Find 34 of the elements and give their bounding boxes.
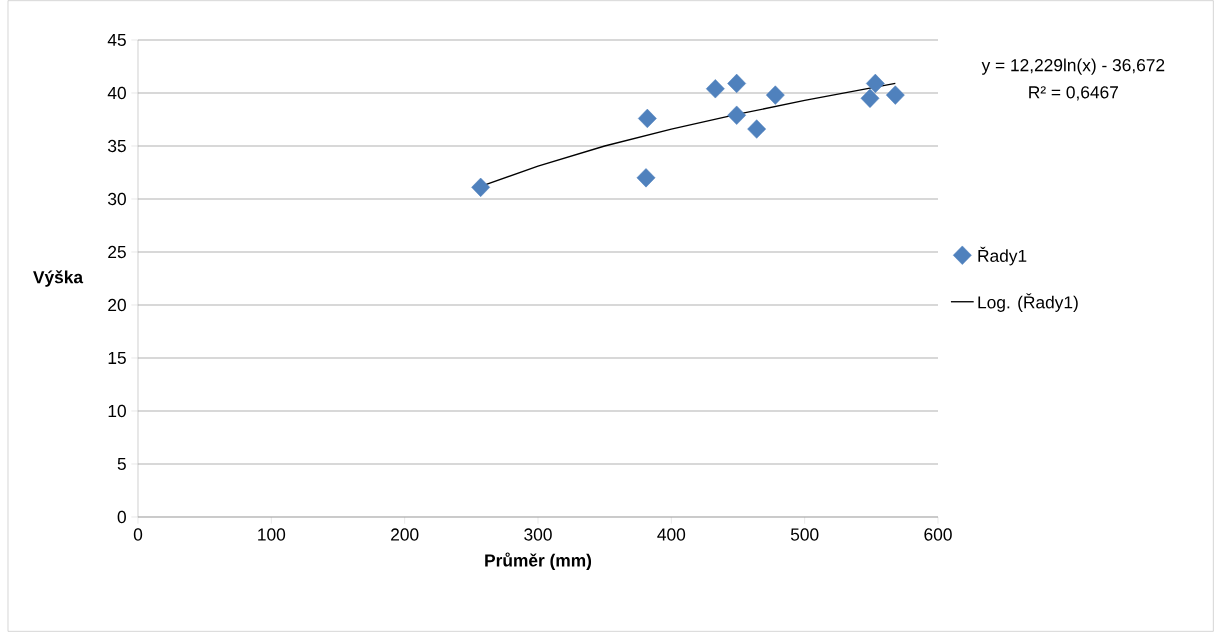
point <box>885 85 905 105</box>
x-tick-label: 100 <box>258 528 286 541</box>
point <box>860 88 880 108</box>
y-tick-label: 10 <box>108 404 126 418</box>
y-tick-label: 0 <box>117 510 126 524</box>
legend-label: Log. (Řady1) <box>978 293 1078 312</box>
point <box>705 79 725 99</box>
y-tick-label: 20 <box>108 298 126 312</box>
point <box>765 85 785 105</box>
text: y = 12,229ln(x) - 36,672 <box>981 58 1165 75</box>
x-tick-label: 0 <box>133 528 143 541</box>
point <box>727 105 747 125</box>
point <box>747 119 767 139</box>
x-tick-label: 600 <box>924 528 952 541</box>
y-tick-label: 30 <box>108 192 126 206</box>
point <box>637 108 657 129</box>
point <box>727 73 747 94</box>
y-tick-label: 15 <box>108 351 126 365</box>
y-tick-label: 5 <box>117 457 126 471</box>
point <box>865 73 885 94</box>
x-tick-label: 300 <box>524 528 552 541</box>
y-tick-label: 40 <box>107 86 126 100</box>
x-tick-label: 500 <box>790 528 819 541</box>
text: R² = 0,6467 <box>1029 86 1118 101</box>
y-tick-label: 35 <box>108 139 126 153</box>
x-axis-title: Průměr (mm) <box>485 552 592 570</box>
y-tick-label: 45 <box>107 33 126 47</box>
y-tick-label: 25 <box>108 245 126 259</box>
x-tick-label: 200 <box>391 528 419 541</box>
x-tick-label: 400 <box>657 528 686 541</box>
point <box>471 177 491 197</box>
point <box>636 168 656 188</box>
legend-label: Řady1 <box>978 246 1027 266</box>
y-axis-title: Výška <box>33 270 84 287</box>
